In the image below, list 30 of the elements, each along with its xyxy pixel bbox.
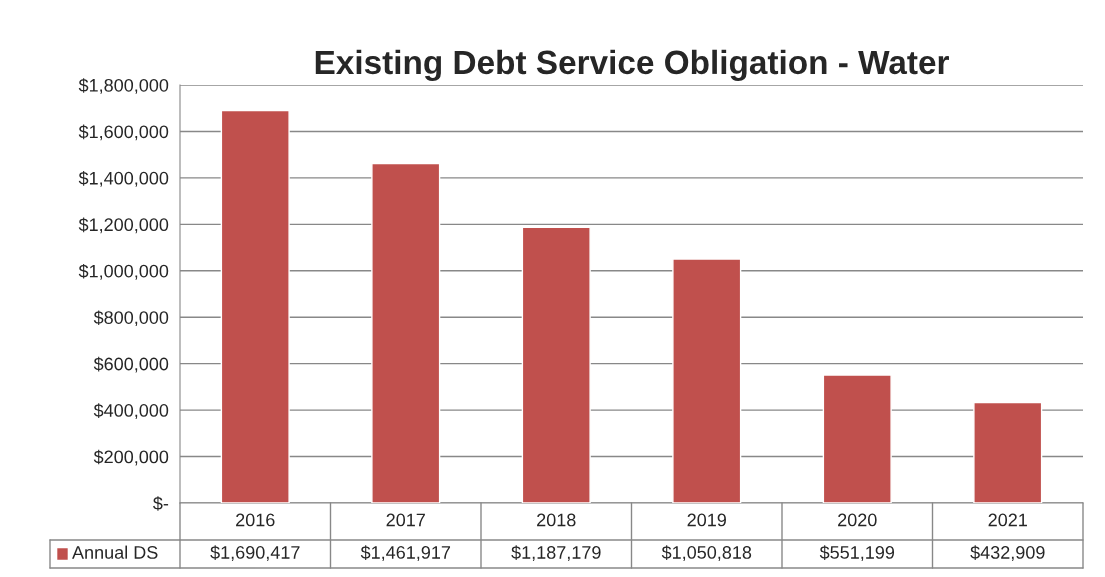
data-label: $1,050,818 — [661, 545, 752, 561]
legend-label: Annual DS — [72, 545, 158, 559]
chart-title: Existing Debt Service Obligation - Water — [315, 49, 949, 81]
bar — [973, 401, 1043, 503]
y-tick-label: $600,000 — [93, 356, 169, 373]
y-tick-label: $200,000 — [93, 449, 169, 466]
x-tick-label: 2016 — [236, 513, 275, 527]
x-tick-label: 2021 — [988, 513, 1027, 527]
y-tick-label: $400,000 — [93, 403, 169, 419]
y-tick-label: $1,800,000 — [78, 78, 169, 94]
y-tick-label: $800,000 — [93, 310, 169, 327]
bar — [672, 258, 742, 503]
x-tick-label: 2020 — [838, 513, 877, 527]
y-tick-label: $1,000,000 — [78, 263, 169, 280]
bar — [521, 226, 591, 503]
data-label: $1,187,179 — [511, 545, 601, 561]
x-tick-label: 2019 — [687, 513, 726, 527]
bar — [822, 374, 892, 503]
bar — [220, 109, 290, 503]
data-label: $1,690,417 — [210, 545, 300, 561]
x-tick-label: 2017 — [386, 513, 425, 527]
y-tick-label: $1,400,000 — [78, 171, 169, 187]
y-tick-label: $1,600,000 — [78, 124, 169, 141]
y-tick-label: $- — [153, 496, 169, 511]
data-label: $551,199 — [819, 545, 895, 561]
bar — [371, 162, 441, 503]
y-tick-label: $1,200,000 — [78, 217, 169, 234]
x-tick-label: 2018 — [537, 513, 576, 527]
data-label: $432,909 — [970, 545, 1045, 561]
data-label: $1,461,917 — [360, 545, 451, 561]
